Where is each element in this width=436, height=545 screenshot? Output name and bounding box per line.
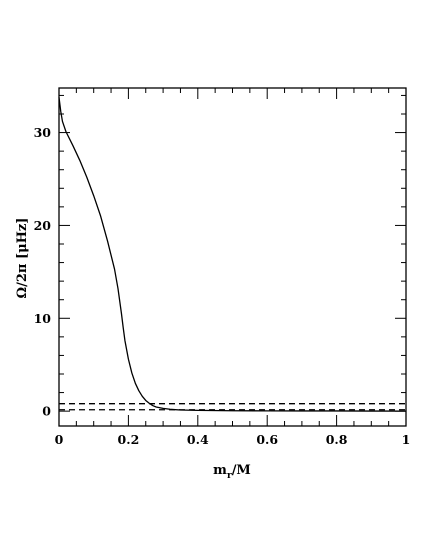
x-tick-label: 0.8 [326, 432, 348, 447]
x-axis-label-base: m [213, 463, 227, 478]
x-axis-label-rest: /M [232, 463, 251, 478]
y-tick-label: 10 [34, 311, 52, 326]
x-axis-label-sub: r [227, 471, 232, 481]
x-tick-label: 0.6 [256, 432, 278, 447]
y-tick-label: 0 [42, 404, 51, 419]
y-tick-label: 20 [34, 218, 52, 233]
x-tick-label: 0.4 [187, 432, 209, 447]
y-axis-label: Ω/2π [μHz] [15, 218, 30, 299]
rotation-profile-line [58, 97, 407, 412]
x-axis-label: mr/M [213, 463, 251, 481]
y-tick-label: 30 [34, 125, 52, 140]
x-tick-label: 1 [402, 432, 411, 447]
x-tick-label: 0 [55, 432, 64, 447]
axis-ticks [58, 88, 407, 426]
x-tick-label: 0.2 [118, 432, 140, 447]
series-group [58, 97, 407, 412]
